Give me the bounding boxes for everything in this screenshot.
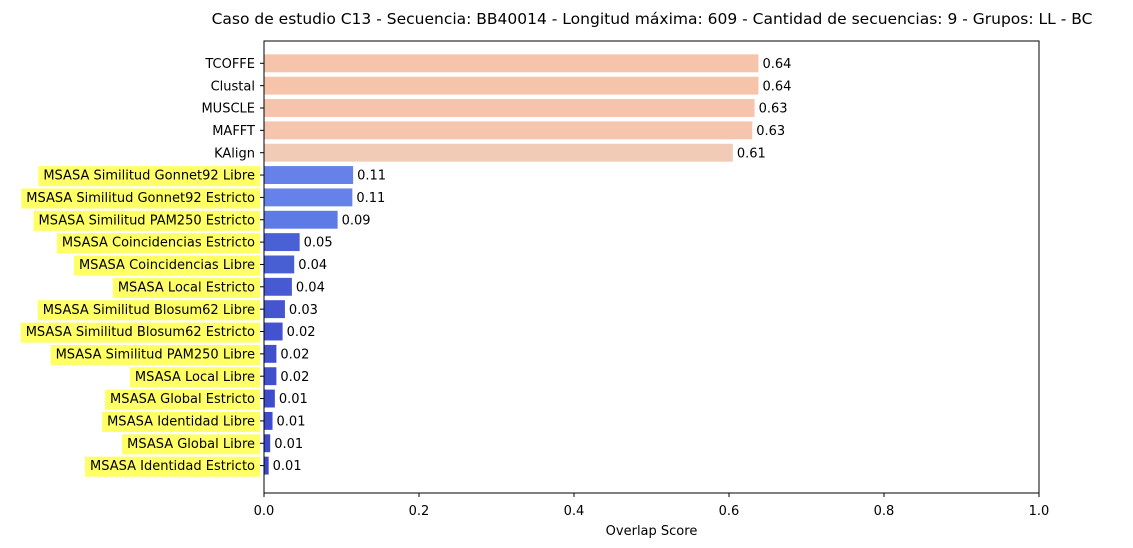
chart-title: Caso de estudio C13 - Secuencia: BB40014… bbox=[212, 10, 1093, 28]
data-label: 0.63 bbox=[759, 102, 788, 117]
bar bbox=[264, 456, 269, 475]
data-label: 0.01 bbox=[273, 459, 302, 474]
data-label: 0.02 bbox=[287, 325, 316, 340]
data-label: 0.63 bbox=[756, 124, 785, 139]
x-tick-label: 0.6 bbox=[719, 504, 740, 519]
label-highlight bbox=[112, 277, 261, 298]
label-highlight bbox=[33, 210, 261, 231]
y-tick-label: MSASA Similitud Blosum62 Estricto bbox=[26, 325, 255, 340]
label-highlight bbox=[122, 434, 260, 455]
bar bbox=[264, 54, 759, 73]
y-tick-labels: TCOFFE Clustal MUSCLE MAFFT KAlign MSASA Simi… bbox=[26, 57, 264, 474]
data-label: 0.01 bbox=[274, 437, 303, 452]
y-tick-label: MSASA Local Estricto bbox=[118, 280, 255, 295]
label-highlight bbox=[73, 255, 261, 276]
y-tick-label: TCOFFE bbox=[204, 57, 255, 72]
label-highlight bbox=[20, 322, 261, 343]
bar bbox=[264, 99, 755, 117]
y-tick-label: MSASA Similitud Gonnet92 Estricto bbox=[26, 191, 255, 206]
bar bbox=[264, 188, 353, 207]
x-tick-label: 0.8 bbox=[874, 504, 895, 519]
y-tick-label: MSASA Similitud PAM250 Estricto bbox=[38, 213, 255, 228]
y-tick-label: MSASA Local Libre bbox=[135, 370, 255, 385]
data-label: 0.64 bbox=[762, 57, 791, 72]
data-label: 0.03 bbox=[289, 303, 318, 318]
bar bbox=[264, 166, 354, 184]
bar bbox=[264, 344, 277, 363]
data-label: 0.01 bbox=[277, 415, 306, 430]
data-label: 0.11 bbox=[356, 191, 385, 206]
data-label: 0.02 bbox=[280, 347, 309, 362]
y-tick-label: Clustal bbox=[211, 79, 255, 94]
bar bbox=[264, 233, 300, 252]
x-axis-ticks: 0.0 0.2 0.4 0.6 0.8 1.0 bbox=[254, 493, 1050, 519]
data-label: 0.64 bbox=[762, 79, 791, 94]
x-tick-label: 0.2 bbox=[409, 504, 430, 519]
bar bbox=[264, 322, 283, 341]
data-label: 0.05 bbox=[304, 236, 333, 251]
label-highlight bbox=[37, 300, 261, 321]
bar bbox=[264, 76, 759, 95]
y-tick-label: MSASA Global Libre bbox=[127, 437, 255, 452]
data-label: 0.04 bbox=[298, 258, 327, 273]
bar bbox=[264, 411, 273, 430]
y-tick-label: MSASA Coincidencias Estricto bbox=[62, 236, 255, 251]
y-tick-label: MSASA Similitud Blosum62 Libre bbox=[43, 303, 255, 318]
x-tick-label: 0.4 bbox=[564, 504, 585, 519]
data-label: 0.09 bbox=[342, 213, 371, 228]
bar bbox=[264, 277, 292, 296]
y-tick-label: MSASA Similitud PAM250 Libre bbox=[56, 347, 255, 362]
y-tick-label: MAFFT bbox=[212, 124, 255, 139]
bar bbox=[264, 367, 277, 386]
bar bbox=[264, 300, 285, 319]
data-label: 0.02 bbox=[280, 370, 309, 385]
bars-layer bbox=[264, 54, 759, 475]
plot-frame bbox=[263, 40, 1040, 494]
data-label: 0.04 bbox=[296, 280, 325, 295]
y-tick-label: KAlign bbox=[214, 146, 255, 161]
x-axis-label: Overlap Score bbox=[606, 524, 698, 539]
y-tick-label: MSASA Identidad Libre bbox=[107, 415, 255, 430]
bar bbox=[264, 143, 733, 162]
label-highlight bbox=[129, 367, 260, 388]
bar bbox=[264, 434, 271, 453]
data-label: 0.01 bbox=[279, 392, 308, 407]
y-tick-label: MSASA Identidad Estricto bbox=[90, 459, 255, 474]
data-label: 0.11 bbox=[357, 169, 386, 184]
label-highlight bbox=[56, 233, 261, 254]
bar bbox=[264, 389, 275, 408]
x-tick-label: 1.0 bbox=[1029, 504, 1050, 519]
bar bbox=[264, 210, 338, 229]
label-highlight bbox=[85, 456, 261, 477]
y-tick-label: MSASA Global Estricto bbox=[110, 392, 255, 407]
label-highlight bbox=[105, 389, 261, 410]
label-highlight bbox=[21, 188, 261, 209]
x-tick-label: 0.0 bbox=[254, 504, 275, 519]
y-tick-label: MSASA Similitud Gonnet92 Libre bbox=[43, 169, 255, 184]
y-tick-label: MUSCLE bbox=[201, 102, 255, 117]
bar bbox=[264, 255, 295, 274]
label-highlight bbox=[102, 412, 260, 432]
data-label: 0.61 bbox=[737, 146, 766, 161]
label-highlight bbox=[38, 166, 260, 187]
y-tick-label: MSASA Coincidencias Libre bbox=[79, 258, 255, 273]
bar bbox=[264, 121, 753, 140]
value-labels: 0.64 0.64 0.63 0.63 0.61 0.11 0.11 0.09 0.05 0.04… bbox=[273, 57, 792, 474]
highlight-layer bbox=[20, 166, 261, 477]
label-highlight bbox=[50, 344, 260, 365]
